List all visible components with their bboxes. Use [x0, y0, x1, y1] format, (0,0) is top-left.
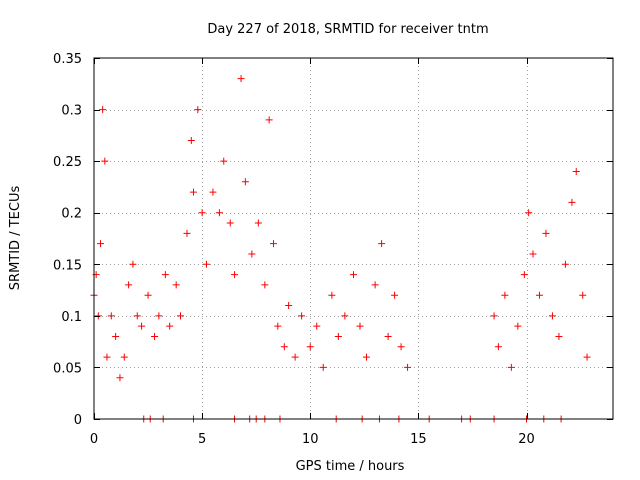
data-point — [194, 106, 202, 114]
data-point — [384, 332, 392, 340]
data-point — [248, 250, 256, 258]
data-point — [166, 322, 174, 330]
data-point — [362, 353, 370, 361]
data-point — [350, 271, 357, 279]
data-point — [579, 291, 587, 299]
data-point — [254, 219, 262, 227]
data-point — [313, 322, 321, 330]
data-point — [525, 209, 533, 217]
data-point — [138, 322, 146, 330]
data-point — [356, 322, 364, 330]
data-point — [209, 188, 217, 196]
data-point — [187, 137, 195, 145]
data-points — [90, 75, 591, 423]
data-point — [568, 198, 576, 206]
data-point — [490, 312, 498, 320]
y-tick-label: 0.2 — [61, 207, 82, 222]
data-point — [514, 322, 522, 330]
data-point — [535, 291, 543, 299]
data-point — [177, 312, 184, 320]
data-point — [96, 240, 104, 248]
data-point — [231, 271, 239, 279]
data-point — [334, 332, 342, 340]
data-point — [155, 312, 163, 320]
data-point — [261, 281, 269, 289]
data-point — [202, 260, 210, 268]
data-point — [371, 281, 379, 289]
data-point — [144, 291, 152, 299]
data-point — [94, 312, 102, 320]
x-tick-label: 0 — [90, 432, 98, 447]
x-tick-label: 10 — [302, 432, 319, 447]
data-point — [298, 312, 306, 320]
data-point — [583, 353, 591, 361]
y-tick-label: 0.05 — [53, 361, 82, 376]
y-tick-label: 0 — [74, 413, 82, 428]
data-point — [269, 240, 277, 248]
y-tick-labels: 0 0.05 0.1 0.15 0.2 0.25 0.3 0.35 — [53, 52, 82, 428]
x-tick-labels: 0 5 10 15 20 — [90, 432, 535, 447]
y-tick-label: 0.25 — [53, 155, 82, 170]
data-point — [172, 281, 180, 289]
x-tick-label: 15 — [410, 432, 427, 447]
data-point — [116, 374, 124, 382]
data-point — [107, 312, 115, 320]
data-point — [103, 353, 111, 361]
data-point — [378, 240, 386, 248]
data-point — [507, 363, 515, 371]
x-axis-label: GPS time / hours — [296, 459, 405, 474]
data-point — [151, 332, 159, 340]
data-point — [494, 343, 502, 351]
axis-ticks — [94, 58, 613, 420]
data-point — [112, 332, 120, 340]
data-point — [133, 312, 141, 320]
grid-lines — [94, 58, 613, 419]
data-point — [542, 229, 550, 237]
y-tick-label: 0.35 — [53, 52, 82, 67]
data-point — [99, 106, 107, 114]
data-point — [572, 167, 580, 175]
y-tick-label: 0.15 — [53, 258, 82, 273]
y-tick-label: 0.1 — [61, 310, 82, 325]
data-point — [548, 312, 556, 320]
data-point — [397, 343, 405, 351]
data-point — [404, 363, 412, 371]
data-point — [555, 332, 563, 340]
data-point — [189, 188, 197, 196]
x-tick-label: 5 — [198, 432, 206, 447]
data-point — [265, 116, 273, 124]
data-point — [341, 312, 349, 320]
y-axis-label: SRMTID / TECUs — [8, 186, 23, 291]
data-point — [241, 178, 249, 186]
data-point — [285, 302, 293, 310]
data-point — [501, 291, 509, 299]
data-point — [101, 157, 109, 165]
y-tick-label: 0.3 — [61, 104, 82, 119]
data-point — [274, 322, 282, 330]
data-point — [183, 229, 191, 237]
data-point — [129, 260, 137, 268]
plot-area — [93, 57, 614, 420]
data-point — [237, 75, 245, 83]
data-point — [215, 209, 223, 217]
data-point — [120, 353, 128, 361]
data-point — [520, 271, 528, 279]
data-point — [198, 209, 206, 217]
data-point — [328, 291, 336, 299]
chart-title: Day 227 of 2018, SRMTID for receiver tnt… — [207, 22, 488, 37]
data-point — [161, 271, 169, 279]
data-point — [291, 353, 299, 361]
data-point — [319, 363, 327, 371]
data-point — [226, 219, 234, 227]
data-point — [529, 250, 537, 258]
x-tick-label: 20 — [518, 432, 535, 447]
data-point — [306, 343, 314, 351]
data-point — [280, 343, 288, 351]
data-point — [391, 291, 399, 299]
data-point — [125, 281, 133, 289]
data-point — [220, 157, 228, 165]
data-point — [561, 260, 569, 268]
